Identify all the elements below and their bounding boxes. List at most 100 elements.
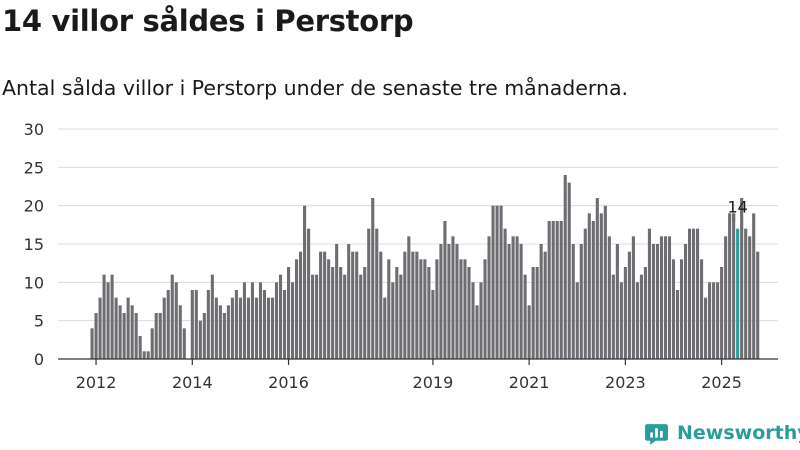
bar [595, 198, 599, 359]
x-tick-label: 2023 [605, 373, 646, 392]
bar [643, 267, 647, 359]
bar [696, 228, 700, 359]
bar [655, 244, 660, 359]
bar [94, 313, 98, 359]
bar [299, 251, 303, 359]
bar [748, 236, 752, 359]
bar [347, 244, 351, 359]
brand-name: Newsworthy [677, 422, 800, 444]
bar [519, 244, 523, 359]
bar [110, 274, 114, 359]
bar [531, 267, 535, 359]
bar [756, 251, 760, 359]
brand-logo[interactable]: Newsworthy [644, 420, 800, 446]
bar [303, 205, 307, 359]
bar [663, 236, 668, 359]
bar [579, 244, 583, 359]
bar [395, 267, 399, 359]
bar [732, 213, 736, 359]
bar [675, 290, 680, 359]
bar [423, 259, 427, 359]
bar [178, 305, 182, 359]
bar [700, 259, 704, 359]
bar [254, 297, 259, 359]
bar [619, 282, 623, 359]
x-tick-label: 2025 [701, 373, 742, 392]
bar [194, 290, 198, 359]
bar [234, 290, 238, 359]
bar [331, 267, 335, 359]
x-tick-label: 2012 [76, 373, 117, 392]
bar [367, 228, 371, 359]
bar [583, 228, 587, 359]
bar [170, 274, 174, 359]
bar [335, 244, 339, 359]
bar [150, 328, 154, 359]
bar [282, 290, 287, 359]
bar [495, 205, 499, 359]
bar [740, 198, 744, 359]
bar [559, 221, 563, 359]
chart-subtitle: Antal sålda villor i Perstorp under de s… [2, 76, 629, 100]
y-tick-label: 5 [34, 312, 44, 331]
bar [375, 228, 379, 359]
bar [599, 213, 603, 359]
bar [455, 244, 459, 359]
bar [102, 274, 106, 359]
bar [246, 297, 250, 359]
bar [182, 328, 186, 359]
bar [315, 274, 319, 359]
bar [647, 228, 651, 359]
bar [471, 282, 475, 359]
bar [563, 175, 567, 359]
highlighted-bar [736, 228, 740, 359]
bar [515, 236, 519, 359]
bar [222, 313, 226, 359]
bar [90, 328, 94, 359]
bar [671, 259, 676, 359]
chart-title: 14 villor såldes i Perstorp [2, 4, 414, 38]
bar [523, 274, 527, 359]
bar [154, 313, 158, 359]
bar [443, 221, 447, 359]
bar [483, 259, 487, 359]
bar [226, 305, 230, 359]
bar [571, 244, 575, 359]
bar [286, 267, 291, 359]
bar [403, 251, 407, 359]
bar [591, 221, 595, 359]
y-tick-label: 0 [34, 350, 44, 369]
bar [114, 297, 118, 359]
bar [278, 274, 283, 359]
y-tick-label: 10 [24, 273, 44, 292]
bar [587, 213, 591, 359]
bar [708, 282, 712, 359]
bar [319, 251, 323, 359]
bar [639, 274, 643, 359]
bar [351, 251, 355, 359]
bar [138, 336, 142, 359]
x-tick-label: 2021 [509, 373, 550, 392]
bar [728, 213, 732, 359]
bar [527, 305, 531, 359]
bar [491, 205, 495, 359]
bar [202, 313, 206, 359]
y-tick-label: 20 [24, 197, 44, 216]
bar [704, 297, 708, 359]
bar [651, 244, 655, 359]
bar [487, 236, 491, 359]
bar [391, 282, 395, 359]
bar [339, 267, 343, 359]
bar [270, 297, 275, 359]
bar [142, 351, 146, 359]
bar [447, 244, 451, 359]
bar [198, 320, 202, 359]
bar [266, 297, 271, 359]
bar [659, 236, 664, 359]
bar [311, 274, 315, 359]
bar [607, 236, 611, 359]
bar [411, 251, 415, 359]
bar [126, 297, 130, 359]
bar [371, 198, 375, 359]
bar [323, 251, 327, 359]
